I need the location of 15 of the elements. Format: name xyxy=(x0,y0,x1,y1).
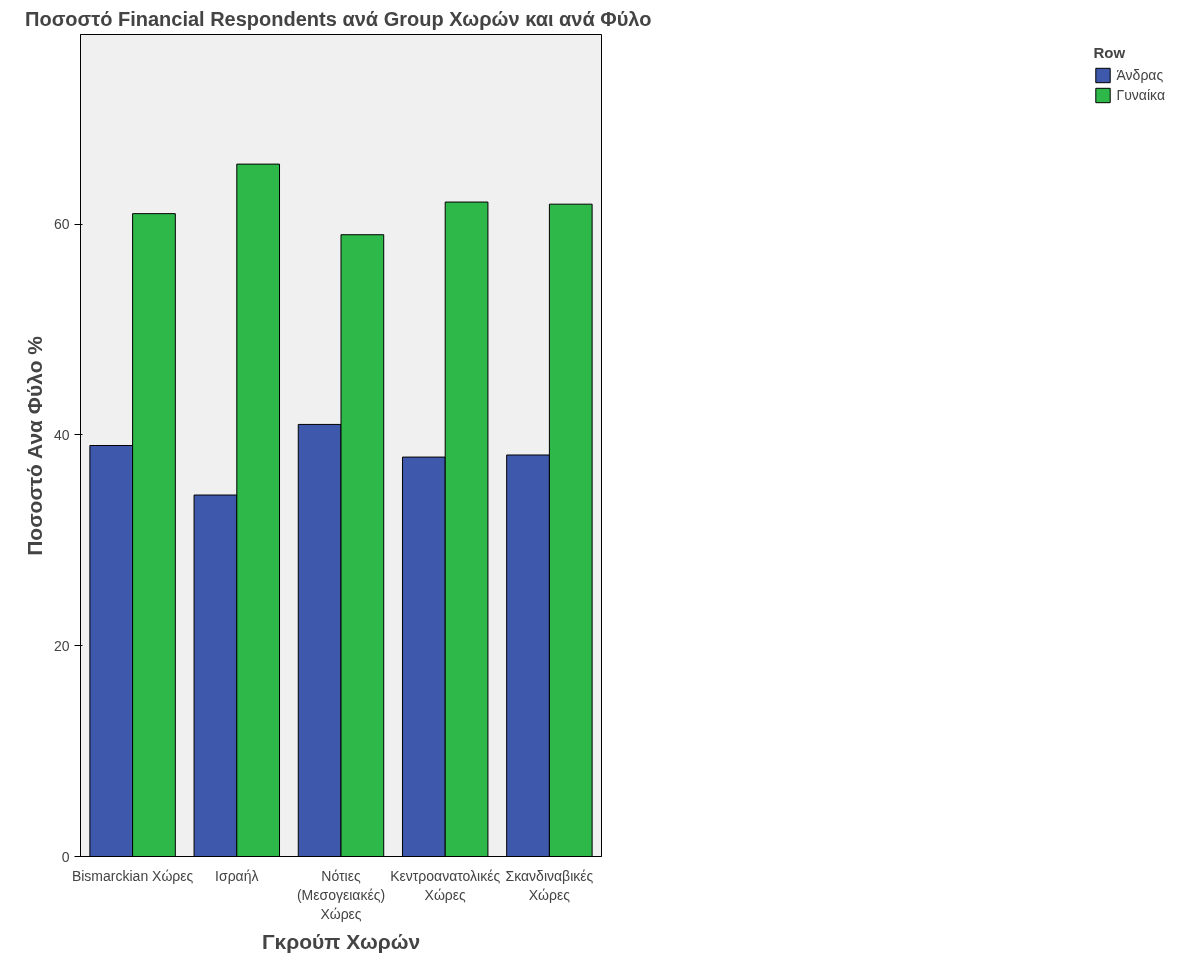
chart-title: Ποσοστό Financial Respondents ανά Group Χωρών και ανά Φύλο xyxy=(24,7,652,30)
y-tick-label: 40 xyxy=(53,426,70,443)
y-tick-label: 60 xyxy=(53,216,70,233)
y-tick-label: 20 xyxy=(53,637,70,654)
legend-label: Άνδρας xyxy=(1116,67,1164,83)
x-tick-label: Νότιες (Μεσογειακές) Χώρες xyxy=(296,867,386,922)
x-tick-label: Κεντροανατολικές Χώρες xyxy=(390,867,501,903)
y-tick-label: 0 xyxy=(61,848,70,865)
x-tick-label: Bismarckian Χώρες xyxy=(71,867,194,884)
x-tick-label: Ισραήλ xyxy=(215,867,259,884)
x-tick-label: Σκανδιναβικές Χώρες xyxy=(505,867,594,903)
y-axis-title: Ποσοστό Ανα Φύλο % xyxy=(22,335,46,556)
legend-title: Row xyxy=(1093,44,1127,61)
legend-label: Γυναίκα xyxy=(1116,87,1165,103)
x-axis-title: Γκρούπ Χωρών xyxy=(261,929,421,953)
